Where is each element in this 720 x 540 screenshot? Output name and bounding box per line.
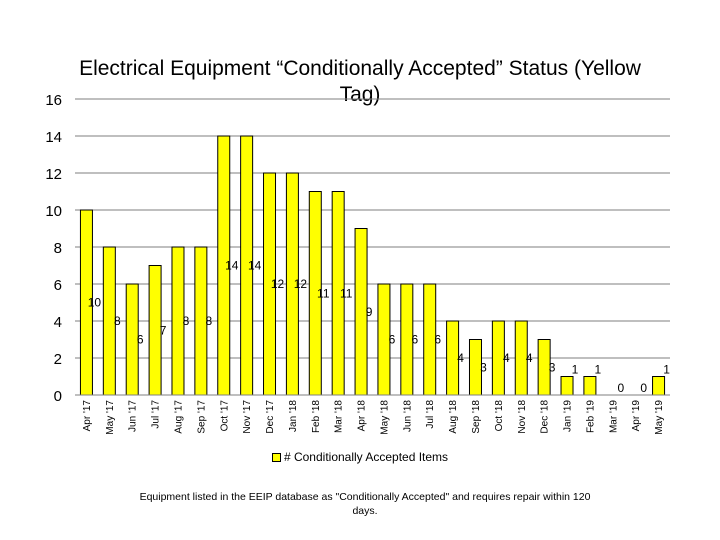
data-label: 8 (183, 314, 190, 328)
x-tick-label: May '18 (379, 400, 390, 435)
bar (583, 376, 597, 396)
y-tick-label: 10 (45, 203, 62, 220)
data-label: 4 (457, 351, 464, 365)
data-label: 14 (248, 259, 262, 273)
x-tick-label: Jul '17 (151, 400, 162, 429)
y-tick-label: 4 (54, 314, 62, 331)
data-label: 6 (137, 333, 144, 347)
data-label: 12 (271, 277, 285, 291)
x-tick-label: Nov '17 (242, 400, 253, 434)
data-label: 12 (294, 277, 308, 291)
x-tick-label: Apr '19 (631, 400, 642, 432)
x-tick-label: Nov '18 (517, 400, 528, 434)
y-axis-tick-labels: 0 2 4 6 8 10 12 14 16 (45, 92, 62, 405)
x-tick-label: May '17 (105, 400, 116, 435)
x-tick-label: Aug '17 (173, 400, 184, 434)
data-label: 3 (480, 360, 487, 374)
y-tick-label: 16 (45, 92, 62, 109)
data-label: 10 (88, 296, 102, 310)
x-tick-label: Feb '18 (311, 400, 322, 433)
data-label: 4 (503, 351, 510, 365)
x-tick-label: Feb '19 (585, 400, 596, 433)
y-tick-label: 0 (54, 388, 62, 405)
x-axis-tick-labels: Apr '17 May '17 Jun '17 Jul '17 Aug '17 Sep '… (82, 400, 665, 435)
x-tick-label: Oct '17 (219, 400, 230, 432)
data-label: 0 (640, 381, 647, 395)
x-tick-label: Sep '18 (471, 400, 482, 434)
data-label: 11 (340, 286, 353, 300)
data-label: 6 (411, 333, 418, 347)
data-label: 1 (663, 363, 670, 377)
x-tick-label: Jun '18 (402, 400, 413, 432)
y-tick-label: 2 (54, 351, 62, 368)
legend-swatch (271, 453, 281, 463)
legend: # Conditionally Accepted Items (0, 450, 720, 464)
x-tick-label: Jul '18 (425, 400, 436, 429)
x-tick-label: Mar '19 (608, 400, 619, 433)
data-label: 8 (114, 314, 121, 328)
x-tick-label: Aug '18 (448, 400, 459, 434)
x-tick-label: Apr '18 (357, 400, 368, 432)
data-label: 1 (595, 363, 602, 377)
x-tick-label: Sep '17 (196, 400, 207, 434)
data-label: 9 (366, 305, 373, 319)
x-tick-label: Jun '17 (128, 400, 139, 432)
data-label: 4 (526, 351, 533, 365)
x-tick-label: Mar '18 (334, 400, 345, 433)
data-label: 6 (389, 333, 396, 347)
data-label: 7 (160, 323, 167, 337)
gridlines (75, 98, 670, 359)
data-label: 6 (434, 333, 441, 347)
x-tick-label: Dec '17 (265, 400, 276, 434)
data-label: 8 (206, 314, 213, 328)
y-tick-label: 6 (54, 277, 62, 294)
data-label: 3 (549, 360, 556, 374)
data-label: 0 (617, 381, 624, 395)
y-tick-label: 12 (45, 166, 62, 183)
y-tick-label: 8 (54, 240, 62, 257)
x-tick-label: Dec '18 (540, 400, 551, 434)
x-tick-label: Oct '18 (494, 400, 505, 432)
bar (560, 376, 574, 396)
bar (652, 376, 666, 396)
y-tick-label: 14 (45, 129, 62, 146)
bars (79, 135, 666, 396)
data-label: 1 (572, 363, 579, 377)
x-tick-label: Apr '17 (82, 400, 93, 432)
x-tick-label: Jan '19 (563, 400, 574, 432)
data-label: 14 (225, 259, 239, 273)
footnote: Equipment listed in the EEIP database as… (139, 491, 591, 517)
data-label: 11 (317, 286, 330, 300)
x-tick-label: Jan '18 (288, 400, 299, 432)
chart-title: Electrical Equipment “Conditionally Acce… (79, 57, 641, 106)
x-tick-label: May '19 (654, 400, 665, 435)
legend-label: # Conditionally Accepted Items (283, 450, 449, 464)
